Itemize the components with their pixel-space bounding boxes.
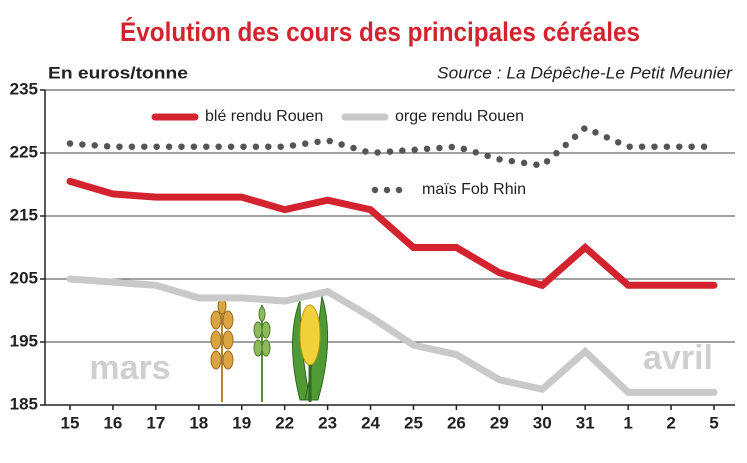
x-tick-label: 29 — [490, 413, 509, 432]
source: Source : La Dépêche-Le Petit Meunier — [437, 63, 733, 82]
grid — [40, 89, 735, 410]
chart-title: Évolution des cours des principales céré… — [120, 16, 640, 47]
series-line — [66, 275, 718, 396]
x-tick-label: 19 — [232, 413, 251, 432]
x-tick-label: 2 — [666, 413, 675, 432]
y-tick-label: 185 — [10, 394, 38, 413]
series-line — [66, 123, 718, 170]
y-tick-label: 215 — [10, 205, 38, 224]
y-tick-label: 195 — [10, 331, 38, 350]
x-tick-label: 31 — [576, 413, 595, 432]
legend-label: blé rendu Rouen — [205, 108, 323, 125]
x-tick-label: 24 — [361, 413, 380, 432]
y-tick-label: 235 — [10, 79, 38, 98]
legend-label: maïs Fob Rhin — [422, 181, 526, 198]
annotation: mars — [89, 349, 170, 387]
x-tick-label: 26 — [447, 413, 466, 432]
x-tick-label: 18 — [189, 413, 208, 432]
plot-area — [66, 123, 718, 396]
series-line — [66, 177, 718, 290]
x-tick-label: 22 — [275, 413, 294, 432]
y-tick-label: 205 — [10, 268, 38, 287]
legend-label: orge rendu Rouen — [395, 108, 524, 125]
x-tick-label: 1 — [623, 413, 632, 432]
x-tick-label: 15 — [61, 413, 80, 432]
y-axis-label: En euros/tonne — [48, 63, 188, 82]
cereal-illustration — [210, 295, 329, 402]
x-tick-label: 5 — [709, 413, 718, 432]
x-tick-label: 30 — [533, 413, 552, 432]
x-tick-label: 25 — [404, 413, 423, 432]
annotation: avril — [643, 339, 713, 377]
x-tick-label: 16 — [103, 413, 122, 432]
x-tick-label: 23 — [318, 413, 337, 432]
y-tick-label: 225 — [10, 142, 38, 161]
x-tick-label: 17 — [146, 413, 165, 432]
